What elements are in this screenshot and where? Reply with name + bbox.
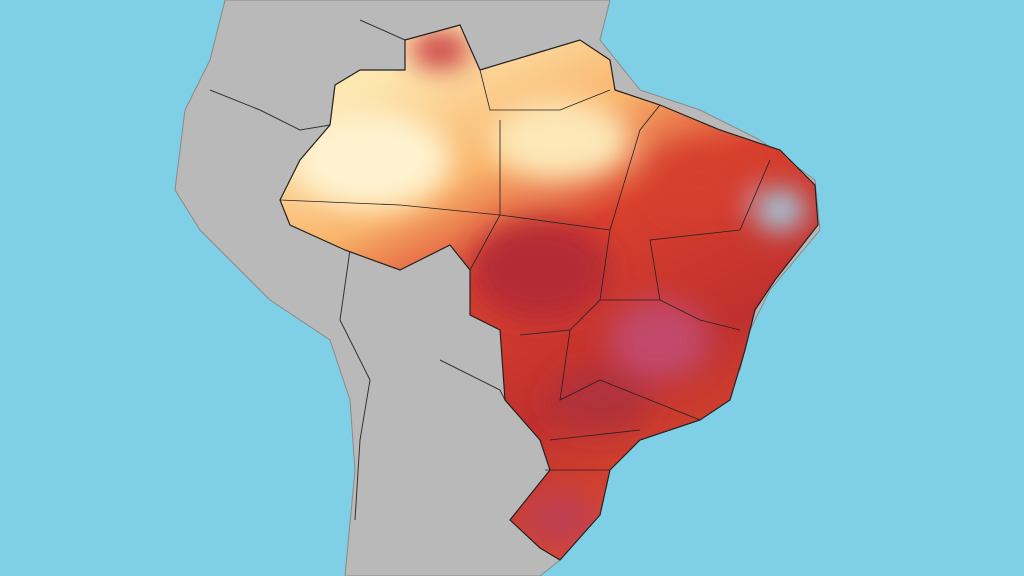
- state-borders: [279, 69, 771, 471]
- country-borders: [209, 19, 506, 521]
- brazil-border: [279, 24, 819, 561]
